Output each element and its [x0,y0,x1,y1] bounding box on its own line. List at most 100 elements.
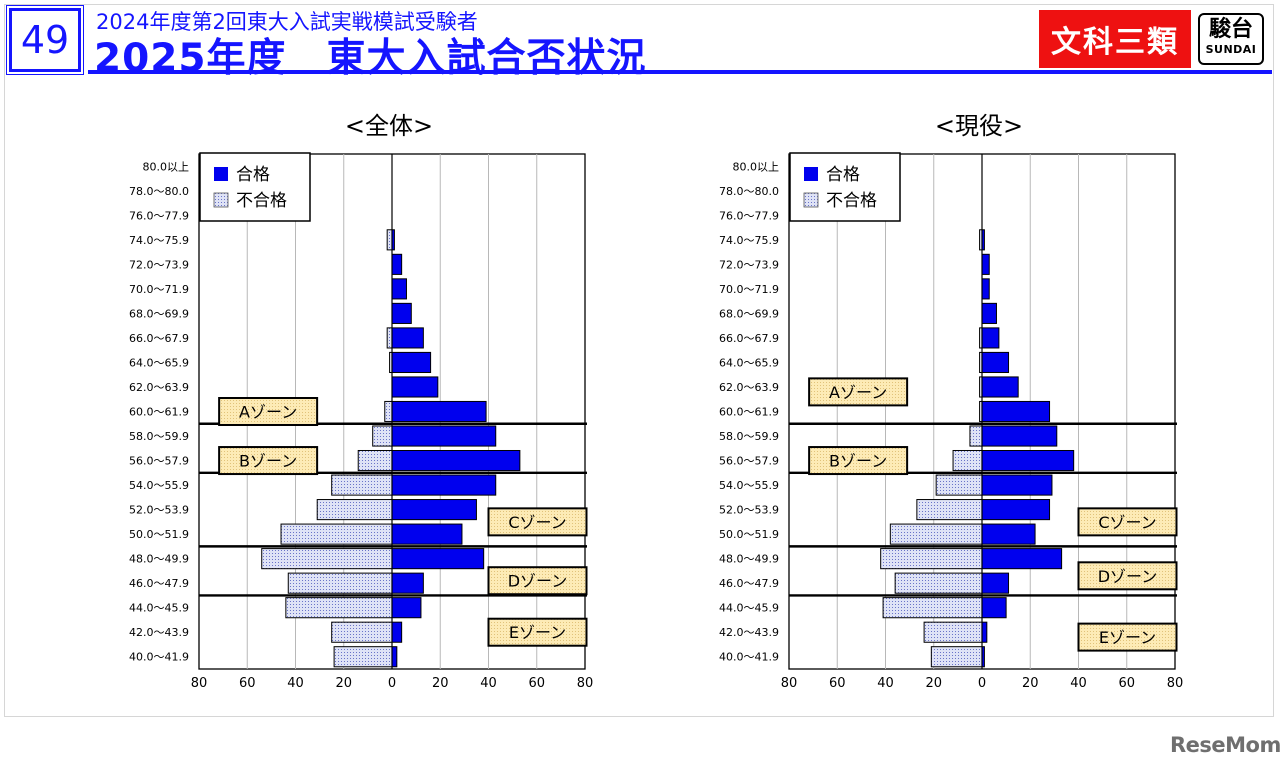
slide-number: 49 [20,18,70,62]
y-tick-label: 46.0～47.9 [719,577,779,590]
chart-title: <全体> [345,112,433,140]
slide-number-badge: 49 [6,5,84,75]
pass-bar [981,327,1000,349]
legend-pass-swatch [214,167,228,181]
y-tick-label: 48.0～49.9 [719,553,779,566]
legend-pass-label: 合格 [236,165,270,185]
zone-label: Bゾーン [808,446,909,476]
y-tick-label: 42.0～43.9 [719,626,779,639]
fail-bar [935,474,983,496]
header-rule [88,70,1272,74]
logo-roman: SUNDAI [1205,43,1257,56]
zone-label: Aゾーン [808,377,909,407]
fail-bar [357,449,393,472]
x-tick-label: 60 [239,676,256,691]
fail-bar [386,229,393,251]
zone-label: Bゾーン [218,446,319,476]
pass-bar [981,621,988,643]
y-tick-label: 72.0～73.9 [129,258,189,271]
x-tick-label: 0 [978,676,986,691]
x-tick-label: 40 [1070,676,1087,691]
y-tick-label: 42.0～43.9 [129,626,189,639]
x-tick-label: 0 [388,676,396,691]
y-tick-label: 70.0～71.9 [719,283,779,296]
pass-bar [391,376,439,398]
y-tick-label: 72.0～73.9 [719,258,779,271]
zone-label-text: Bゾーン [829,452,887,471]
y-tick-label: 44.0～45.9 [719,602,779,615]
zone-label: Eゾーン [1077,622,1178,652]
y-tick-label: 66.0～67.9 [129,332,189,345]
fail-bar [331,474,393,496]
zone-label-box [1077,507,1178,537]
pass-bar [981,425,1058,447]
zone-label-text: Aゾーン [829,383,887,402]
zone-label-box [487,566,588,596]
zone-label-text: Cゾーン [1098,513,1156,532]
zone-label-text: Aゾーン [239,403,297,422]
zone-label-text: Dゾーン [508,572,568,591]
x-tick-label: 20 [1022,676,1039,691]
pass-bar [391,572,424,594]
y-tick-label: 80.0以上 [733,160,780,173]
legend-fail-label: 不合格 [236,191,287,211]
pass-bar [391,449,521,472]
zone-label: Aゾーン [218,397,319,426]
pass-bar [391,351,432,374]
fail-bar [261,548,393,570]
resemom-watermark: ReseMom [1170,733,1280,757]
y-tick-label: 68.0～69.9 [719,307,779,320]
x-tick-label: 40 [480,676,497,691]
x-tick-label: 80 [781,676,798,691]
zone-label-text: Eゾーン [509,623,566,642]
y-tick-label: 54.0～55.9 [129,479,189,492]
legend [789,152,901,222]
fail-bar [372,425,393,447]
y-tick-label: 78.0～80.0 [719,185,779,198]
fail-bar [384,400,393,423]
y-tick-label: 40.0～41.9 [719,651,779,664]
x-tick-label: 40 [287,676,304,691]
y-tick-label: 58.0～59.9 [719,430,779,443]
chart-current-students: <現役> 80.0以上 78.0～80.0 76.0～77.9 74.0～75.9 72.… [719,112,1183,691]
x-tick-label: 60 [1118,676,1135,691]
pass-bar [981,449,1075,472]
pass-bar [391,646,398,668]
y-tick-label: 50.0～51.9 [719,528,779,541]
y-tick-label: 76.0～77.9 [129,209,189,222]
pass-bar [391,400,487,423]
x-tick-label: 60 [528,676,545,691]
legend [199,152,311,222]
pass-bar [391,278,407,300]
fail-bar [969,425,983,447]
category-badge: 文科三類 [1039,10,1191,68]
legend-fail-label: 不合格 [826,191,877,211]
y-tick-label: 60.0～61.9 [719,406,779,419]
pass-bar [981,474,1053,496]
fail-bar [331,621,393,643]
fail-bar [280,523,393,545]
y-tick-label: 70.0～71.9 [129,283,189,296]
pass-bar [391,621,403,643]
y-tick-label: 64.0～65.9 [129,356,189,369]
zone-label-box [487,617,588,647]
y-tick-label: 52.0～53.9 [719,504,779,517]
pass-bar [391,474,497,496]
y-tick-label: 64.0～65.9 [719,356,779,369]
pass-bar [391,302,412,324]
y-tick-label: 46.0～47.9 [129,577,189,590]
y-tick-label: 54.0～55.9 [719,479,779,492]
fail-bar [285,597,393,619]
zone-label-box [808,377,909,407]
y-tick-label: 44.0～45.9 [129,602,189,615]
fail-bar [930,646,983,668]
x-tick-label: 20 [335,676,352,691]
chart-overall: <全体> 80.0以上 78.0～80.0 76.0～77.9 74.0～75.9 72.… [129,112,593,691]
zone-label: Dゾーン [1077,561,1178,591]
x-tick-label: 60 [829,676,846,691]
y-tick-label: 80.0以上 [143,160,190,173]
header-subtitle: 2024年度第2回東大入試実戦模試受験者 [96,10,478,34]
legend-fail-swatch [803,192,819,208]
zone-label-text: Bゾーン [239,452,297,471]
fail-bar [880,548,983,570]
